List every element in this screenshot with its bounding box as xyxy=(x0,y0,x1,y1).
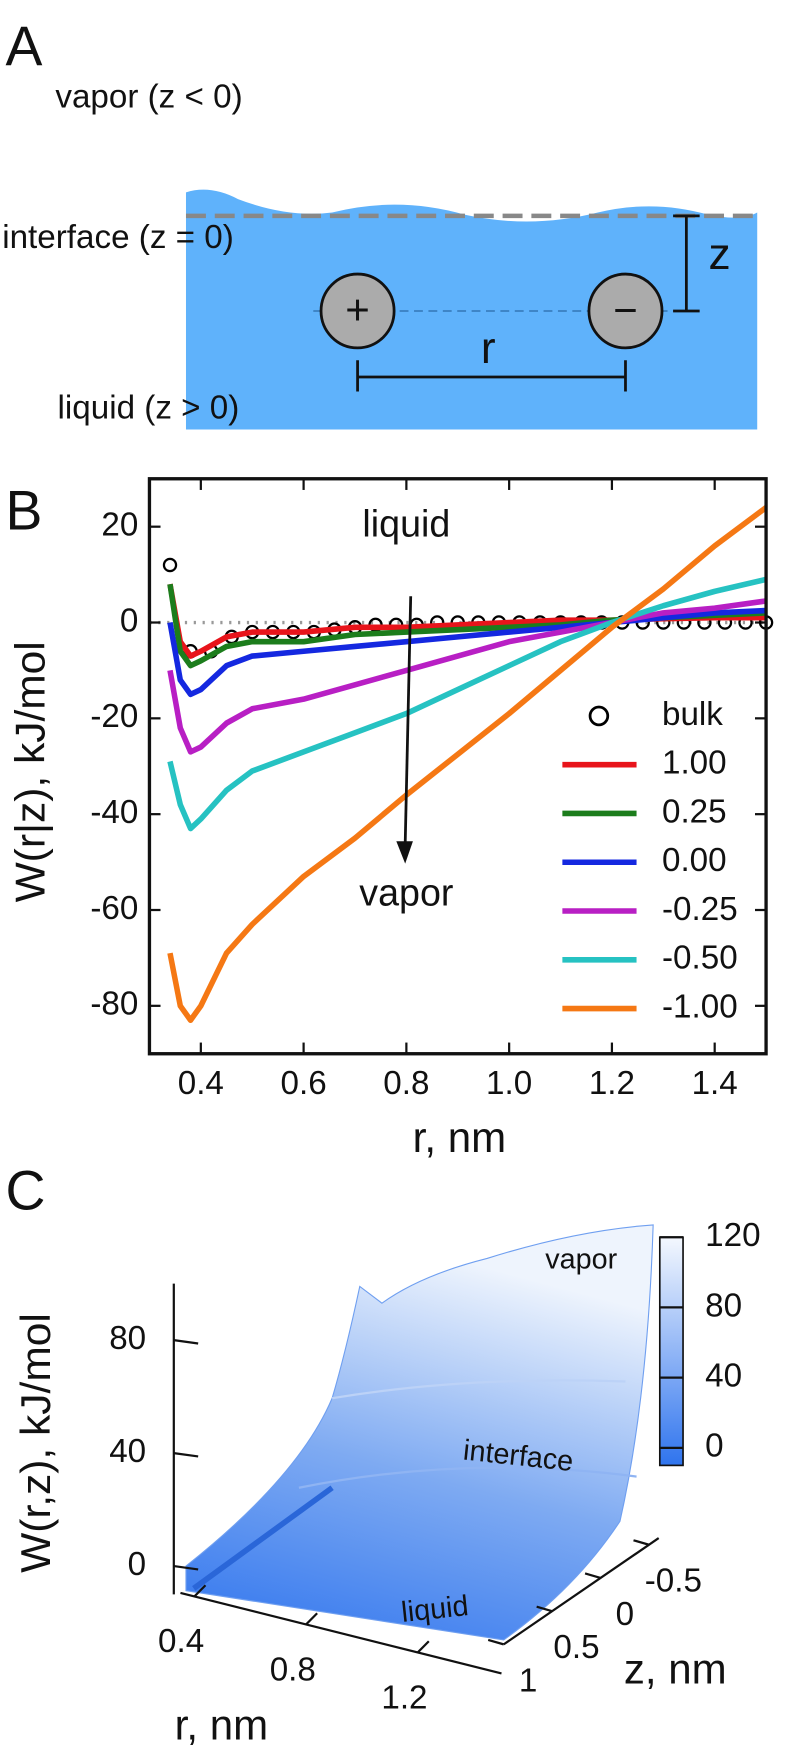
legend-label: -0.50 xyxy=(662,939,738,976)
x-axis-label: r, nm xyxy=(413,1114,506,1161)
colorbar-tick-label: 0 xyxy=(705,1428,723,1465)
z-tick xyxy=(584,1572,601,1580)
vapor-label: vapor (z < 0) xyxy=(55,78,242,115)
x-tick-label: 0.6 xyxy=(281,1065,327,1102)
r-tick-label: 1.2 xyxy=(381,1679,427,1716)
surface-annotation: liquid xyxy=(400,1590,470,1629)
anion-sign: − xyxy=(613,286,638,333)
z-tick xyxy=(536,1605,553,1613)
r-tick xyxy=(305,1612,318,1626)
colorbar-tick-label: 40 xyxy=(705,1357,742,1394)
y-tick-label: -60 xyxy=(90,890,138,927)
surface-ridge xyxy=(192,1485,334,1591)
w-tick-label: 80 xyxy=(109,1320,146,1357)
w-tick-label: 0 xyxy=(128,1546,146,1583)
z-tick-label: 0 xyxy=(616,1596,634,1633)
series-line xyxy=(167,583,767,659)
z-tick xyxy=(487,1638,505,1646)
y-tick-label: -40 xyxy=(90,794,138,831)
x-tick-label: 1.0 xyxy=(486,1065,532,1102)
r-tick xyxy=(193,1584,207,1598)
r-tick-label: 0.4 xyxy=(158,1623,204,1660)
cation xyxy=(319,272,396,350)
colorbar-tick-label: 120 xyxy=(705,1217,760,1254)
z-label: z xyxy=(709,230,731,279)
z-tick-label: 0.5 xyxy=(553,1629,599,1666)
surface-annotation: vapor xyxy=(545,1243,617,1275)
legend-label: -0.25 xyxy=(662,891,738,928)
w-tick-label: 40 xyxy=(109,1433,146,1470)
x-tick-label: 0.8 xyxy=(383,1065,429,1102)
series-line xyxy=(167,576,767,832)
z-axis xyxy=(503,1537,660,1646)
annotation: liquid xyxy=(362,504,450,546)
y-tick-label: 0 xyxy=(120,602,138,639)
panel-label: A xyxy=(6,15,43,77)
interface-label: interface (z = 0) xyxy=(2,219,234,256)
surface xyxy=(185,1224,654,1641)
annotation: vapor xyxy=(359,873,453,915)
panel-a: A vapor (z < 0) interface (z = 0) liquid… xyxy=(2,15,758,430)
legend-label: bulk xyxy=(662,696,723,733)
y-tick-label: 20 xyxy=(101,506,138,543)
legend-label: 1.00 xyxy=(662,744,727,781)
x-tick-label: 1.2 xyxy=(589,1065,635,1102)
plot-frame xyxy=(147,477,768,1056)
liquid-region xyxy=(185,189,758,430)
w-tick xyxy=(173,1339,199,1345)
arrow xyxy=(403,596,413,845)
r-axis-label: r, nm xyxy=(175,1701,268,1748)
colorbar-tick-label: 80 xyxy=(705,1287,742,1324)
r-tick xyxy=(416,1640,430,1654)
series-line xyxy=(167,598,767,755)
colorbar xyxy=(658,1236,684,1467)
panel-label: C xyxy=(6,1159,46,1221)
w-tick xyxy=(173,1564,199,1571)
z-bracket xyxy=(673,214,700,313)
z-tick-label: -0.5 xyxy=(645,1562,702,1599)
z-tick xyxy=(633,1539,650,1546)
y-tick-label: -20 xyxy=(90,698,138,735)
surface-band xyxy=(298,1466,637,1489)
w-axis-label: W(r,z), kJ/mol xyxy=(12,1313,59,1573)
r-label: r xyxy=(481,324,496,373)
liquid-label: liquid (z > 0) xyxy=(58,389,240,426)
panel-label: B xyxy=(6,479,43,541)
legend-marker xyxy=(588,705,610,727)
w-tick xyxy=(173,1451,199,1458)
legend-label: -1.00 xyxy=(662,988,738,1025)
surface-sheet xyxy=(185,1224,654,1641)
anion xyxy=(587,272,664,350)
z-tick-label: 1 xyxy=(519,1662,537,1699)
x-tick-label: 1.4 xyxy=(692,1065,738,1102)
z-axis-label: z, nm xyxy=(624,1645,727,1692)
data-point xyxy=(162,557,178,573)
legend-label: 0.00 xyxy=(662,842,727,879)
surface-band xyxy=(331,1379,626,1400)
y-tick-label: -80 xyxy=(90,986,138,1023)
x-tick-label: 0.4 xyxy=(178,1065,224,1102)
series-line xyxy=(167,505,767,1023)
r-bracket xyxy=(356,360,627,392)
r-tick-label: 0.8 xyxy=(270,1651,316,1688)
legend-label: 0.25 xyxy=(662,793,727,830)
y-axis-label: W(r|z), kJ/mol xyxy=(7,641,54,902)
r-axis xyxy=(180,1591,502,1675)
cation-sign: + xyxy=(345,286,370,333)
arrow-head xyxy=(396,841,413,864)
